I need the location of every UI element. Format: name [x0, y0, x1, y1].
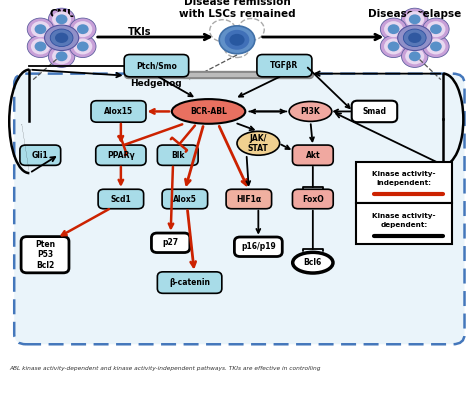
FancyBboxPatch shape [356, 162, 452, 203]
Text: Bcl6: Bcl6 [304, 258, 322, 267]
Ellipse shape [426, 39, 446, 55]
Text: Disease remission
with LSCs remained: Disease remission with LSCs remained [179, 0, 295, 19]
Text: Smad: Smad [363, 107, 386, 116]
Ellipse shape [408, 33, 421, 43]
Ellipse shape [388, 24, 400, 34]
Ellipse shape [52, 48, 71, 64]
FancyBboxPatch shape [98, 189, 144, 209]
Ellipse shape [35, 41, 46, 51]
Ellipse shape [52, 11, 71, 27]
Ellipse shape [289, 101, 332, 121]
Text: dependent:: dependent: [381, 222, 428, 228]
Ellipse shape [398, 25, 432, 51]
Ellipse shape [73, 39, 92, 55]
Text: HIF1α: HIF1α [236, 195, 262, 203]
Text: PPARγ: PPARγ [107, 151, 135, 160]
FancyBboxPatch shape [226, 189, 272, 209]
Ellipse shape [55, 33, 68, 43]
Text: Kinase activity-: Kinase activity- [373, 213, 436, 219]
Ellipse shape [77, 24, 89, 34]
Ellipse shape [73, 21, 92, 37]
Ellipse shape [48, 8, 75, 30]
Text: Disease relapse: Disease relapse [368, 9, 461, 19]
Ellipse shape [405, 11, 424, 27]
FancyBboxPatch shape [91, 101, 146, 122]
FancyBboxPatch shape [157, 272, 222, 293]
Ellipse shape [31, 39, 50, 55]
FancyBboxPatch shape [356, 203, 452, 244]
Ellipse shape [45, 25, 79, 51]
FancyBboxPatch shape [292, 189, 333, 209]
Text: Alox5: Alox5 [173, 195, 197, 203]
Ellipse shape [56, 14, 67, 24]
FancyBboxPatch shape [21, 236, 69, 273]
Text: p16/p19: p16/p19 [241, 242, 276, 251]
Ellipse shape [293, 252, 333, 273]
FancyBboxPatch shape [292, 145, 333, 166]
Ellipse shape [388, 41, 400, 51]
Ellipse shape [380, 18, 407, 40]
Ellipse shape [27, 18, 54, 40]
Ellipse shape [35, 24, 46, 34]
Text: Hedgehog: Hedgehog [131, 79, 182, 88]
Ellipse shape [31, 21, 50, 37]
Text: BCR-ABL: BCR-ABL [190, 107, 227, 116]
FancyBboxPatch shape [14, 74, 465, 344]
Ellipse shape [229, 34, 245, 46]
Text: Blk: Blk [171, 151, 184, 160]
Text: p27: p27 [163, 238, 179, 247]
Text: Ptch/Smo: Ptch/Smo [136, 61, 177, 70]
Ellipse shape [56, 51, 67, 61]
Text: FoxO: FoxO [302, 195, 324, 203]
Text: TKIs: TKIs [128, 27, 152, 37]
Text: Akt: Akt [306, 151, 320, 160]
Ellipse shape [380, 35, 407, 58]
FancyBboxPatch shape [234, 237, 282, 256]
FancyBboxPatch shape [257, 55, 312, 77]
Ellipse shape [401, 8, 428, 30]
Ellipse shape [423, 35, 449, 58]
Ellipse shape [430, 24, 442, 34]
Ellipse shape [405, 48, 424, 64]
Ellipse shape [409, 51, 420, 61]
Text: Scd1: Scd1 [110, 195, 131, 203]
Ellipse shape [409, 14, 420, 24]
Ellipse shape [48, 45, 75, 67]
FancyBboxPatch shape [157, 145, 198, 166]
Text: β-catenin: β-catenin [169, 278, 210, 287]
FancyBboxPatch shape [152, 233, 190, 253]
Ellipse shape [172, 99, 246, 124]
Ellipse shape [430, 41, 442, 51]
FancyBboxPatch shape [352, 101, 397, 122]
FancyBboxPatch shape [20, 145, 61, 166]
Ellipse shape [384, 39, 403, 55]
Text: Gli1: Gli1 [32, 151, 49, 160]
Ellipse shape [403, 29, 426, 47]
Text: JAK/
STAT: JAK/ STAT [248, 134, 269, 153]
Ellipse shape [50, 29, 73, 47]
Text: TGFβR: TGFβR [270, 61, 299, 70]
Ellipse shape [237, 131, 280, 155]
Text: PI3K: PI3K [301, 107, 320, 116]
Ellipse shape [219, 26, 255, 54]
Ellipse shape [401, 45, 428, 67]
Ellipse shape [225, 30, 249, 50]
FancyBboxPatch shape [162, 189, 208, 209]
Text: Pten
P53
Bcl2: Pten P53 Bcl2 [35, 240, 55, 269]
Ellipse shape [423, 18, 449, 40]
Ellipse shape [70, 35, 96, 58]
FancyBboxPatch shape [124, 55, 189, 77]
Text: Alox15: Alox15 [104, 107, 133, 116]
Text: independent:: independent: [376, 180, 432, 186]
Ellipse shape [426, 21, 446, 37]
Ellipse shape [384, 21, 403, 37]
Text: ABL kinase activity-dependent and kinase activity-independent pathways. TKIs are: ABL kinase activity-dependent and kinase… [9, 366, 321, 371]
Ellipse shape [77, 41, 89, 51]
Ellipse shape [27, 35, 54, 58]
Text: CML: CML [49, 9, 74, 19]
Ellipse shape [70, 18, 96, 40]
FancyBboxPatch shape [96, 145, 146, 166]
Text: Kinase activity-: Kinase activity- [373, 171, 436, 177]
